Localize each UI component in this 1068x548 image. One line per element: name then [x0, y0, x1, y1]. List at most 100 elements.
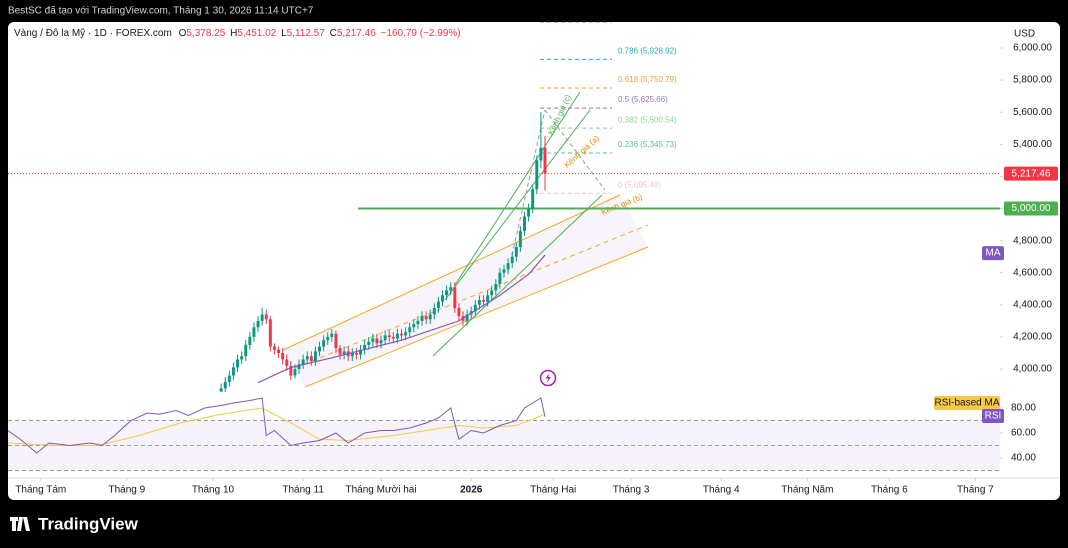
rsi-tag: RSI	[985, 411, 1002, 422]
candle-body	[416, 320, 420, 325]
candle-body	[457, 308, 461, 317]
ohlc-value: 5,451.02	[237, 28, 276, 39]
x-tick-label: Tháng 11	[282, 485, 324, 496]
candle-body	[268, 319, 272, 347]
candle-body	[482, 300, 485, 302]
ohlc-value: 5,378.25	[186, 28, 225, 39]
y-tick-label: 5,600.00	[1013, 107, 1052, 118]
x-tick-label: Tháng 9	[109, 485, 146, 496]
rsi-tick-label: 40.00	[1011, 453, 1036, 464]
candle-body	[318, 346, 322, 352]
ohlc-key: O	[179, 28, 187, 39]
last-price-tag-bg	[1004, 166, 1058, 181]
rsi-tick-label: 60.00	[1011, 428, 1036, 439]
candle-body	[285, 359, 289, 366]
ohlc-value: 5,217.46	[337, 28, 376, 39]
fib-label: 0.618 (5,750.79)	[618, 75, 677, 84]
rsi-line	[8, 407, 546, 446]
candle-body	[277, 349, 281, 353]
candle-body	[453, 287, 457, 309]
change: −160.79 (−2.99%)	[381, 28, 461, 39]
candle-body	[281, 352, 285, 360]
rsi-tag-bg	[982, 409, 1004, 423]
candle-body	[375, 338, 379, 344]
candle-body	[367, 341, 371, 345]
candle-body	[408, 327, 412, 333]
candle-body	[338, 348, 342, 355]
candle-body	[227, 375, 231, 382]
candle-body	[219, 388, 223, 392]
axes: 4,000.00 4,200.00 4,400.00 4,600.00 4,800.00…	[8, 43, 1060, 496]
candle-body	[523, 216, 526, 231]
channel-line	[432, 194, 603, 357]
candle-body	[477, 300, 481, 305]
candle-body	[334, 333, 338, 349]
x-tick-label: Tháng 3	[613, 485, 650, 496]
x-tick-label: Tháng 10	[192, 485, 235, 496]
candle-body	[465, 314, 469, 321]
candle-body	[301, 359, 305, 365]
x-tick-label: Tháng Năm	[781, 485, 833, 496]
candle-body	[436, 301, 440, 309]
ohlc-value: 5,112.57	[287, 28, 326, 39]
fib-label: 0.382 (5,500.54)	[618, 115, 677, 124]
tv-logo: TradingView	[38, 514, 139, 533]
candle-body	[539, 147, 543, 161]
candle-body	[248, 336, 252, 345]
candle-body	[404, 332, 408, 336]
candle-body	[240, 356, 244, 360]
candle-body	[514, 247, 518, 257]
last-price-tag: 5,217.46	[1012, 168, 1051, 179]
candle-body	[441, 295, 444, 302]
candle-body	[445, 290, 449, 296]
candle-body	[264, 314, 268, 320]
event-icon-bolt	[545, 372, 551, 384]
candle-body	[543, 147, 547, 174]
candle-body	[449, 287, 453, 291]
candle-body	[244, 344, 248, 357]
candle-body	[363, 344, 367, 350]
x-tick-label: Tháng 4	[703, 485, 740, 496]
channel-line	[444, 109, 591, 301]
candle-body	[395, 333, 399, 339]
candle-body	[371, 338, 375, 342]
candle-body	[473, 304, 477, 312]
channel-line	[454, 91, 581, 286]
fib-label: 0.786 (5,928.92)	[618, 47, 677, 56]
rsi-pane	[8, 397, 1000, 471]
symbol: Vàng / Đô la Mỹ · 1D · FOREX.com	[14, 28, 172, 39]
fib-label: 0 (5,095.49)	[618, 180, 661, 189]
x-tick-label: 2026	[460, 485, 483, 496]
ohlc-key: H	[230, 28, 237, 39]
candle-body	[412, 324, 416, 328]
candle-body	[387, 335, 391, 337]
candle-body	[231, 367, 235, 376]
candle-body	[236, 359, 240, 368]
currency: USD	[1014, 29, 1035, 40]
candle-body	[309, 356, 313, 362]
candle-body	[297, 364, 301, 370]
candle-body	[391, 336, 395, 339]
candle-body	[502, 269, 506, 273]
level-tag-bg	[1004, 201, 1058, 216]
candle-body	[322, 340, 326, 347]
candle-body	[326, 336, 330, 341]
candle-body	[223, 381, 227, 389]
candle-body	[428, 314, 432, 320]
channel-line	[304, 246, 649, 388]
rsi-ma-tag-bg	[934, 396, 1000, 410]
candle-body	[350, 352, 354, 357]
channel-line	[282, 194, 621, 351]
candle-body	[342, 351, 346, 355]
y-tick-label: 4,600.00	[1013, 267, 1052, 278]
ohlc-key: C	[330, 28, 337, 39]
fib-label: 0.236 (5,345.73)	[618, 140, 677, 149]
candle-body	[527, 208, 531, 217]
x-tick-label: Tháng 7	[957, 485, 994, 496]
rsi-line	[8, 397, 546, 454]
fib-trend	[544, 109, 606, 191]
ma-line	[257, 254, 546, 384]
main-pane: 0.786 (5,928.92) 0.618 (5,750.79) 0.5 (5,6…	[8, 47, 1000, 392]
candle-body	[420, 316, 424, 321]
